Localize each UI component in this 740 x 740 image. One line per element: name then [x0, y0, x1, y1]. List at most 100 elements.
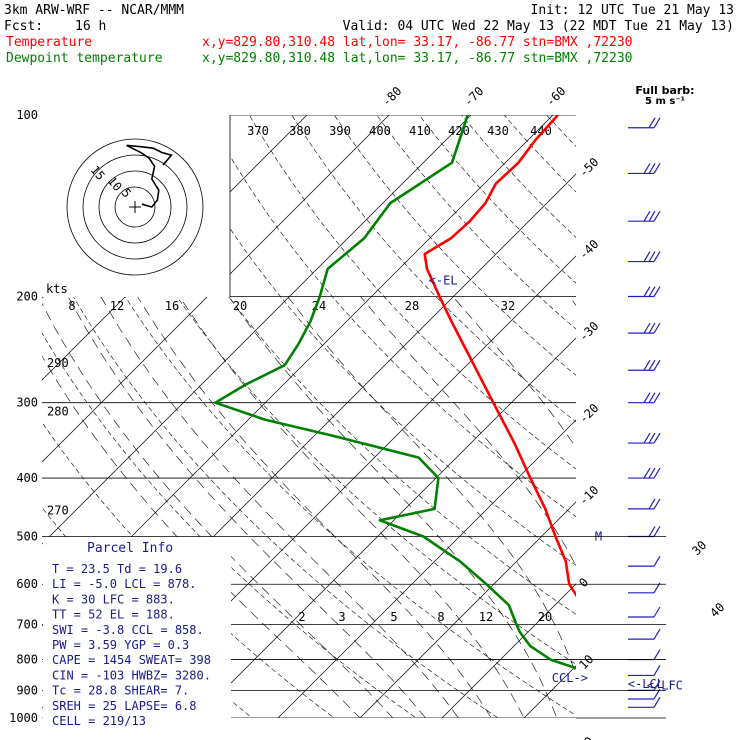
moist-adiabat [702, 297, 740, 731]
isotherm-label: -80 [379, 84, 404, 109]
barb-legend-title: Full barb: [635, 84, 694, 97]
dry-adiabat [632, 115, 740, 731]
wind-barb [628, 498, 661, 510]
theta-label: 430 [487, 124, 509, 138]
parcel-info-box: Parcel Info T = 23.5 Td = 19.6LI = -5.0 … [43, 537, 231, 728]
isotherm-label: -70 [461, 84, 486, 109]
theta-label: 370 [247, 124, 269, 138]
barb-flag [653, 649, 661, 660]
parcel-info-row: LI = -5.0 LCL = 878. [52, 577, 197, 591]
barb-flag [653, 392, 661, 404]
dry-adiabat [291, 115, 576, 423]
pressure-tick-label: 100 [16, 108, 38, 122]
barb-flag [653, 359, 661, 371]
mixing-ratio-label: 2 [298, 610, 305, 624]
moist-adiabat [287, 296, 576, 675]
theta-label: 410 [409, 124, 431, 138]
wind-barb [628, 555, 661, 567]
speed-label: 16 [165, 299, 179, 313]
barb-flag [653, 555, 661, 567]
wind-barbs [628, 117, 661, 708]
wind-barb [628, 163, 661, 175]
hodo-ring [98, 170, 172, 244]
isotherm-label: -30 [576, 319, 601, 344]
dry-adiabat-label: 280 [47, 404, 69, 418]
wind-barb [628, 697, 661, 708]
parcel-info-row: CIN = -103 HWBZ= 3280. [52, 668, 211, 682]
wind-barb [628, 628, 661, 640]
parcel-info-row: PW = 3.59 YGP = 0.3 [52, 638, 189, 652]
theta-label: 380 [289, 124, 311, 138]
level-label: <-LCL [628, 677, 664, 691]
barb-flag [643, 359, 651, 371]
parcel-info-row: T = 23.5 Td = 19.6 [52, 562, 182, 576]
hodo-ring [114, 186, 156, 228]
wind-barb [628, 322, 661, 334]
barb-flag [648, 117, 656, 129]
barb-flag [653, 467, 661, 479]
parcel-info-row: CELL = 219/13 [52, 714, 146, 728]
barb-legend-units: 5 m s⁻¹ [645, 96, 685, 107]
isotherm-label: -60 [543, 84, 568, 109]
barb-flag [653, 606, 661, 618]
barb-flag [643, 322, 651, 334]
wind-barb [628, 117, 661, 129]
moist-adiabat [42, 355, 361, 718]
isobar-extensions [576, 536, 666, 719]
barb-flag [643, 392, 651, 404]
moist-adiabat [228, 296, 558, 718]
valid-time: Valid: 04 UTC Wed 22 May 13 (22 MDT Tue … [343, 19, 734, 34]
dry-adiabat [418, 115, 576, 284]
mixing-ratio-label: 3 [338, 610, 345, 624]
isotherm-label: 40 [707, 600, 727, 620]
parcel-info-title: Parcel Info [87, 541, 173, 556]
fcst-label: Fcst: [4, 19, 43, 34]
wind-barb [628, 210, 661, 222]
theta-label: 420 [448, 124, 470, 138]
wind-barb [628, 665, 661, 677]
theta-label: 390 [329, 124, 351, 138]
wind-barb [628, 467, 661, 479]
dewpoint-profile [214, 115, 576, 670]
dry-adiabat [121, 115, 576, 615]
barb-flag [648, 498, 656, 510]
parcel-info-row: Tc = 28.8 SHEAR= 7. [52, 684, 189, 698]
barb-flag [643, 467, 651, 479]
dry-adiabat [206, 115, 576, 518]
wind-barb [628, 526, 661, 538]
hodo-ring [66, 138, 204, 276]
mixing-ratio-label: 5 [390, 610, 397, 624]
hodo-trace [126, 144, 173, 208]
isotherm-label: 30 [689, 538, 709, 558]
dry-adiabat [164, 115, 576, 566]
parcel-info-row: SWI = -3.8 CCL = 858. [52, 623, 204, 637]
barb-flag [648, 163, 656, 174]
barb-flag [648, 286, 656, 297]
parcel-info-row: CAPE = 1454 SWEAT= 398 [52, 653, 211, 667]
dry-adiabat [717, 115, 740, 731]
isotherm-label: 0 [576, 575, 591, 590]
moist-adiabat [100, 296, 459, 718]
parcel-info-row: TT = 52 EL = 188. [52, 608, 175, 622]
barb-flag [653, 680, 661, 691]
wind-barb [628, 251, 661, 263]
wind-barb [628, 606, 661, 618]
barb-flag [653, 628, 661, 640]
pressure-tick-label: 600 [16, 577, 38, 591]
dry-adiabat [42, 128, 576, 716]
model-title: 3km ARW-WRF -- NCAR/MMM [4, 3, 184, 18]
dry-adiabat [79, 115, 576, 665]
speed-label: 12 [110, 299, 124, 313]
dry-adiabat [674, 115, 740, 731]
barb-flag [653, 117, 661, 129]
dry-adiabat-label: 270 [47, 504, 69, 518]
temperature-legend: Temperature [6, 35, 92, 50]
isotherm-label: -10 [576, 483, 601, 508]
dewpoint-legend: Dewpoint temperature [6, 51, 163, 66]
barb-flag [648, 251, 656, 262]
dry-adiabat [503, 115, 576, 193]
level-label: <-LFC [647, 678, 683, 692]
parcel-info-row: K = 30 LFC = 883. [52, 592, 175, 606]
isotherm-label: 20 [576, 734, 596, 740]
